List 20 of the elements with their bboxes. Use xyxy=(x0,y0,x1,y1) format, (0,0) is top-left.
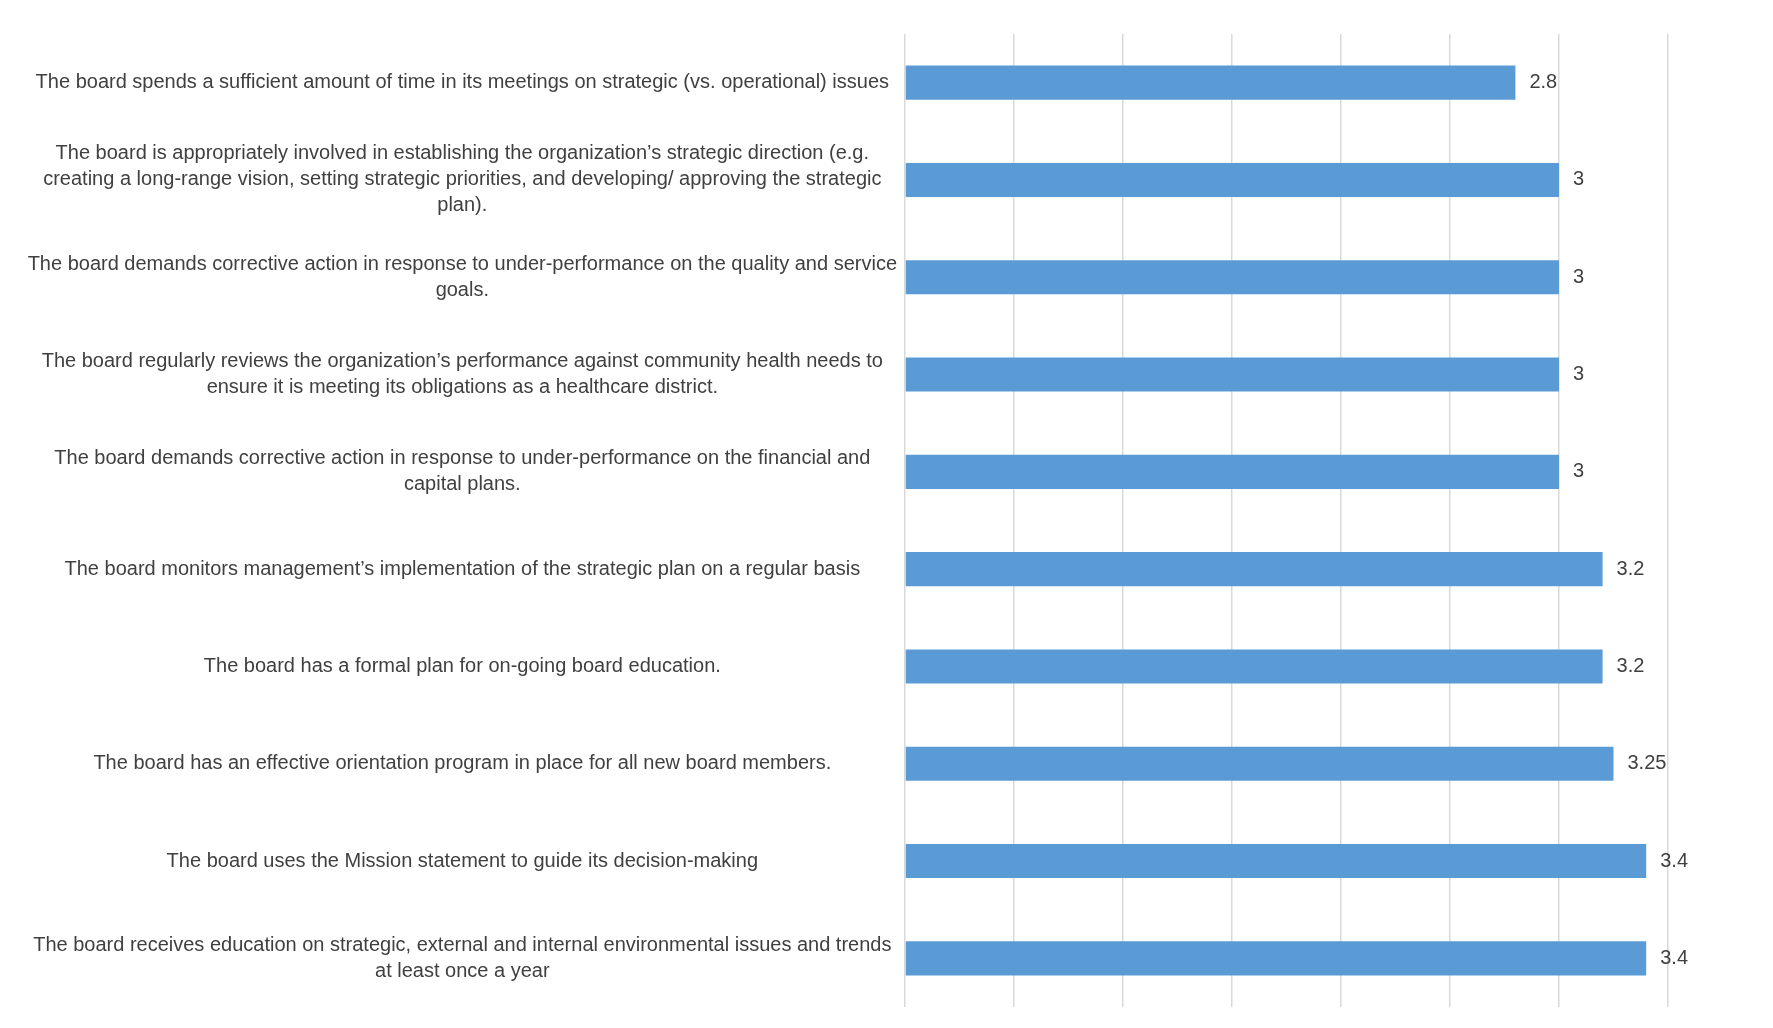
data-label: 2.8 xyxy=(1529,70,1558,93)
data-label: 3 xyxy=(1573,264,1585,287)
data-label: 3.4 xyxy=(1660,945,1689,968)
data-label: 3.2 xyxy=(1616,653,1645,676)
data-label: 3.4 xyxy=(1660,848,1689,871)
y-tick-label: The board regularly reviews the organization’s performance against community health needs to ensure it is meeting its obligations as a healthcare district. xyxy=(41,349,883,398)
y-tick-label: The board monitors management’s implementation of the strategic plan on a regular basis xyxy=(64,556,861,579)
y-tick-label: The board uses the Mission statement to guide its decision-making xyxy=(166,848,759,871)
data-label: 3 xyxy=(1573,167,1585,190)
y-tick-label: The board demands corrective action in response to under-performance on the financial and capital plans. xyxy=(54,446,871,495)
data-label: 3.25 xyxy=(1627,751,1667,774)
data-label: 3 xyxy=(1573,362,1585,385)
data-label: 3.2 xyxy=(1616,556,1645,579)
y-tick-label: The board is appropriately involved in establishing the organization’s strategic direction (e.g. creating a long-range vision, setting strategic priorities, and developing/ approving the strategic plan). xyxy=(43,141,882,216)
y-tick-label: The board has an effective orientation program in place for all new board members. xyxy=(93,751,832,774)
y-tick-label: The board receives education on strategic, external and internal environmental issues and trends at least once a year xyxy=(33,932,892,981)
y-tick-label: The board has a formal plan for on-going board education. xyxy=(203,653,721,676)
y-tick-label: The board spends a sufficient amount of time in its meetings on strategic (vs. operational) issues xyxy=(35,70,890,93)
data-label: 3 xyxy=(1573,459,1585,482)
y-tick-label: The board demands corrective action in response to under-performance on the quality and service goals. xyxy=(27,251,897,300)
